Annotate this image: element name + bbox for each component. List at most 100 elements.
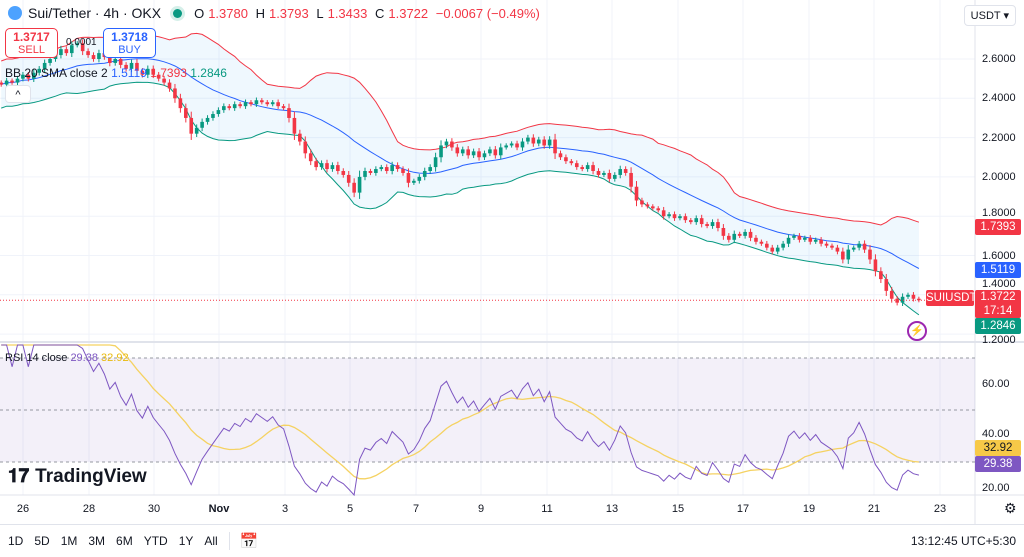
candle-body [69, 45, 74, 54]
candle-body [173, 88, 177, 99]
candle-body [37, 68, 42, 73]
candle-body [243, 102, 248, 107]
candle-body [868, 249, 872, 260]
candle-body [450, 141, 454, 148]
rsi-ma-label: 32.92 [975, 440, 1021, 456]
date-tick: 19 [802, 503, 816, 515]
price-tick: 1.4000 [982, 278, 1016, 290]
candle-body [401, 169, 405, 173]
rsi-ma-line [1, 344, 919, 480]
candle-body [775, 247, 780, 252]
candle-body [374, 169, 378, 173]
candle-body [699, 218, 704, 225]
candle-body [732, 233, 737, 240]
candle-body [781, 243, 785, 248]
date-tick: 7 [412, 503, 420, 515]
candle-body [167, 82, 172, 89]
last-price-label: 1.3722 17:14 [975, 290, 1021, 318]
tradingview-logo[interactable]: 𝟏𝟕 TradingView [8, 466, 147, 488]
candle-body [113, 59, 118, 63]
high-label: H [255, 5, 265, 21]
candle-body [178, 98, 183, 109]
candle-body [547, 139, 552, 146]
candle-body [330, 165, 335, 170]
candle-body [574, 163, 579, 168]
candle-body [422, 171, 427, 177]
bb-legend[interactable]: BB 20 SMA close 2 1.5119 1.7393 1.2846 [5, 66, 227, 80]
collapse-legend-button[interactable]: ^ [5, 85, 31, 103]
range-1d[interactable]: 1D [8, 534, 24, 548]
candle-body [884, 279, 889, 291]
candle-body [754, 237, 758, 242]
candle-body [336, 165, 340, 172]
clock[interactable]: 13:12:45 UTC+5:30 [910, 534, 1016, 548]
bar-countdown: 17:14 [983, 305, 1013, 317]
candle-body [656, 208, 661, 211]
bb-legend-upper: 1.7393 [150, 66, 187, 80]
date-tick: 15 [671, 503, 685, 515]
candle-body [813, 239, 818, 242]
bb-basis-price-label: 1.5119 [975, 262, 1021, 278]
candle-body [118, 59, 123, 65]
range-all[interactable]: All [204, 534, 218, 548]
bottom-toolbar: 1D 5D 1M 3M 6M YTD 1Y All 📅 [0, 524, 1024, 557]
settings-gear-icon[interactable]: ⚙ [1004, 500, 1017, 516]
candle-body [906, 294, 910, 297]
candle-body [640, 200, 644, 205]
candle-body [743, 231, 747, 236]
sell-button[interactable]: 1.3717 SELL [5, 28, 58, 58]
open-value: 1.3780 [208, 5, 248, 21]
range-3m[interactable]: 3M [88, 534, 106, 548]
range-5d[interactable]: 5D [34, 534, 50, 548]
bb-legend-label: BB 20 SMA close 2 [5, 66, 108, 80]
sell-label: SELL [18, 44, 45, 56]
candle-body [97, 53, 101, 59]
alert-lightning-icon[interactable]: ⚡ [907, 321, 927, 341]
candle-body [889, 290, 894, 299]
candle-body [91, 55, 96, 59]
range-1y[interactable]: 1Y [178, 534, 194, 548]
candle-body [466, 149, 470, 156]
bb-upper-price-label: 1.7393 [975, 219, 1021, 235]
candle-body [531, 137, 536, 144]
rsi-tick: 60.00 [982, 378, 1010, 390]
candle-body [716, 222, 720, 228]
candle-body [683, 216, 688, 221]
candle-body [900, 296, 905, 303]
buy-button[interactable]: 1.3718 BUY [103, 28, 156, 58]
candle-body [80, 43, 85, 52]
candle-body [667, 214, 671, 217]
candle-body [194, 127, 199, 134]
rsi-legend[interactable]: RSI 14 close 29.38 32.92 [5, 352, 129, 364]
candle-body [42, 62, 47, 69]
symbol-price-label: SUIUSDT [926, 290, 977, 306]
candle-body [558, 153, 563, 158]
rsi-line [1, 344, 920, 497]
candle-body [368, 171, 373, 173]
candle-body [471, 151, 476, 156]
symbol-title[interactable]: Sui/Tether · 4h · OKX [28, 5, 162, 21]
candle-body [156, 74, 161, 79]
candle-body [629, 172, 633, 187]
date-tick: 11 [541, 503, 553, 515]
candle-body [819, 239, 823, 244]
candle-body [303, 141, 308, 154]
candle-body [319, 163, 324, 168]
range-1m[interactable]: 1M [60, 534, 78, 548]
rsi-legend-value: 29.38 [70, 352, 98, 364]
candle-body [439, 145, 443, 158]
date-range-calendar-icon[interactable]: 📅 [228, 532, 258, 550]
candle-body [238, 104, 242, 107]
candle-body [879, 271, 883, 280]
currency-selector[interactable]: USDT ▾ [963, 5, 1016, 26]
range-ytd[interactable]: YTD [143, 534, 168, 548]
date-tick: 9 [477, 503, 485, 515]
date-tick: 23 [933, 503, 947, 515]
candle-body [129, 62, 134, 69]
range-6m[interactable]: 6M [116, 534, 133, 548]
date-tick: 3 [281, 503, 289, 515]
rsi-value-label: 29.38 [975, 456, 1021, 472]
spread-value: 0.0001 [66, 37, 97, 48]
candle-body [325, 163, 329, 170]
